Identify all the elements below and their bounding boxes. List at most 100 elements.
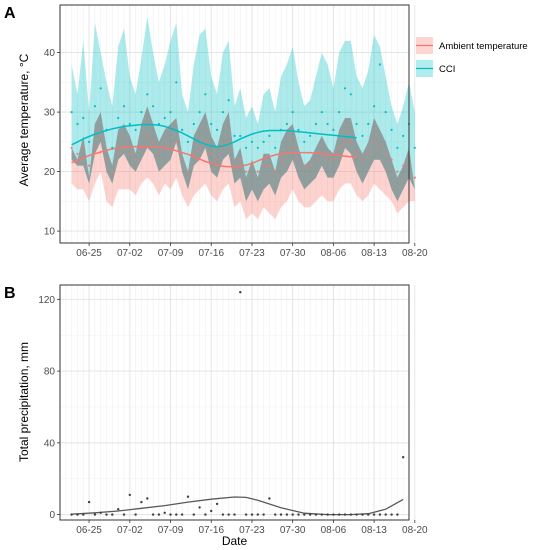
data-point-ambient [204,140,207,143]
data-point-cci [262,140,265,143]
data-point-precipitation [192,513,195,516]
data-point-precipitation [99,511,102,514]
data-point-precipitation [320,513,323,516]
data-point-precipitation [402,456,405,459]
series-line-ambient [71,145,357,168]
x-tick-label: 08-20 [402,248,428,259]
y-tick-label: 30 [44,108,56,119]
y-tick-label: 40 [44,438,56,449]
x-tick-label: 08-06 [321,248,347,259]
x-tick-label: 08-13 [361,248,387,259]
data-point-precipitation [175,513,178,516]
data-point-ambient [378,146,381,149]
data-point-precipitation [122,513,126,516]
data-point-ambient [268,164,271,167]
y-tick-label: 10 [44,227,56,238]
data-point-ambient [396,170,399,173]
data-point-ambient [175,140,178,143]
x-tick-label: 07-16 [198,248,224,259]
data-point-ambient [221,146,224,149]
data-point-ambient [349,140,352,143]
x-tick-label: 07-02 [117,525,143,536]
data-point-cci [378,63,381,66]
data-point-ambient [239,158,242,161]
data-point-cci [233,134,236,137]
data-point-precipitation [198,506,201,509]
panel-b-y-axis: 0 40 80 120 [38,295,60,521]
x-tick-label: 08-13 [361,525,387,536]
data-point-cci [338,111,341,114]
data-point-ambient [163,146,166,149]
data-point-ambient [122,146,126,149]
data-point-ambient [216,158,219,161]
data-point-cci [291,111,294,114]
x-tick-label: 07-30 [280,525,306,536]
data-point-precipitation [338,513,341,516]
data-point-cci [82,116,85,120]
x-tick-label: 07-09 [158,248,184,259]
data-point-precipitation [111,513,114,516]
data-point-precipitation [82,513,85,516]
x-tick-label: 07-09 [158,525,184,536]
data-point-cci [326,122,329,126]
data-point-cci [140,111,143,114]
data-point-precipitation [215,502,219,506]
y-tick-label: 80 [44,367,56,378]
data-point-precipitation [204,513,207,516]
panel-a-lines [71,123,357,168]
data-point-ambient [320,152,323,155]
data-point-ambient [227,140,230,143]
data-point-ambient [233,164,236,167]
data-point-precipitation [151,513,155,516]
data-point-precipitation [117,508,120,511]
data-point-precipitation [390,513,393,516]
data-point-cci [250,140,254,143]
data-point-cci [192,122,195,126]
data-point-cci [105,128,108,131]
data-point-cci [332,128,335,131]
data-point-precipitation [384,513,387,516]
data-point-ambient [373,140,376,143]
data-point-cci [279,128,283,131]
data-point-cci [122,105,126,108]
data-point-ambient [291,146,294,149]
data-point-precipitation [256,513,259,516]
data-point-ambient [181,158,184,161]
legend-item-ambient: Ambient temperature [416,37,528,54]
data-point-precipitation [343,513,347,516]
data-point-cci [134,128,137,131]
x-tick-label: 06-25 [76,248,102,259]
data-point-ambient [262,164,265,167]
data-point-precipitation [279,513,283,516]
data-point-ambient [413,176,416,179]
legend-label-cci: CCI [439,64,455,75]
series-line-cci [71,123,357,148]
data-point-ambient [367,152,370,155]
data-point-ambient [274,170,277,173]
data-point-cci [367,122,370,126]
x-tick-label: 07-23 [239,248,265,259]
data-point-ambient [88,164,91,167]
y-tick-label: 120 [38,295,55,306]
data-point-cci [157,122,160,126]
data-point-ambient [343,140,347,143]
data-point-precipitation [262,513,265,516]
panel-b-frame [59,284,410,521]
data-point-cci [309,134,312,137]
data-point-ambient [245,170,248,173]
data-point-precipitation [105,513,108,516]
data-point-ambient [169,146,172,149]
data-point-cci [76,122,79,126]
panel-b-x-axis: 06-25 07-02 07-09 07-16 07-23 07-30 08-06 08-13… [76,520,428,536]
data-point-cci [204,93,207,96]
data-point-ambient [390,158,393,161]
data-point-ambient [82,146,85,149]
data-point-ambient [355,152,358,155]
legend-label-ambient: Ambient temperature [439,41,528,52]
data-point-ambient [198,146,201,149]
data-point-precipitation [134,513,137,516]
data-point-cci [216,128,219,131]
data-point-ambient [152,140,155,143]
data-point-cci [117,116,120,120]
data-point-precipitation [268,497,271,500]
